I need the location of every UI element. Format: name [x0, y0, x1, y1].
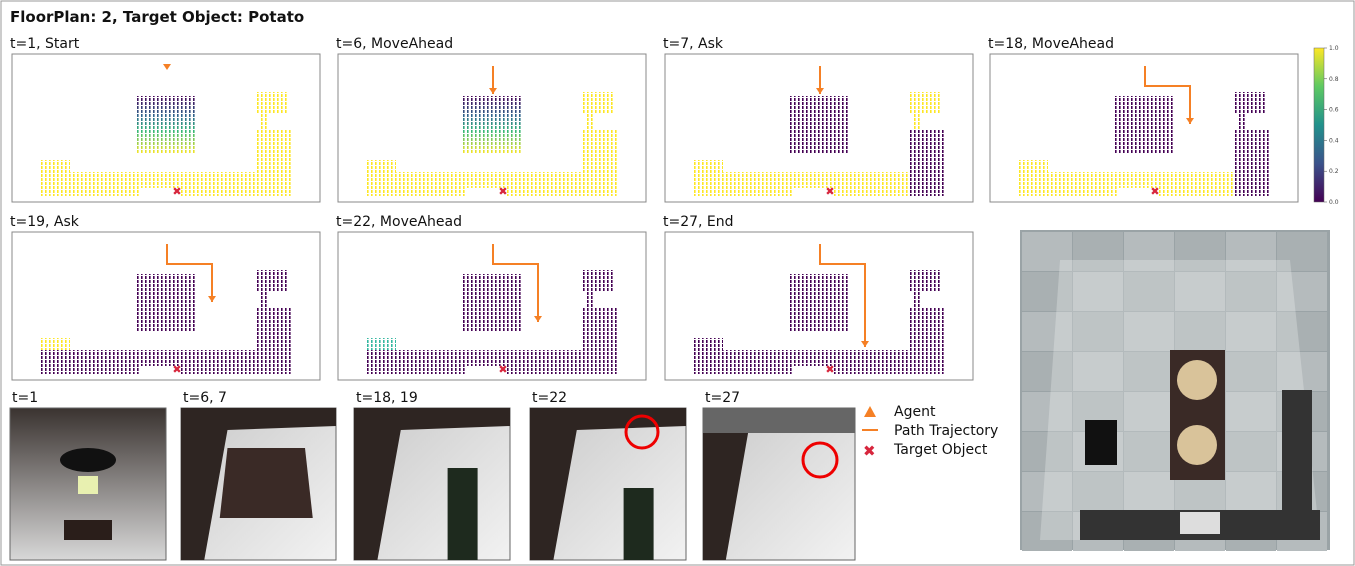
target-mark: ✖ [172, 185, 181, 198]
legend-target: ✖ [863, 442, 876, 460]
legend-label: Target Object [893, 442, 988, 458]
figure-title: FloorPlan: 2, Target Object: Potato [10, 8, 304, 26]
map-label: t=18, MoveAhead [988, 36, 1114, 52]
map-panel: ✖ [12, 54, 320, 202]
figure: FloorPlan: 2, Target Object: Potato t=1,… [0, 0, 1355, 566]
map-label: t=22, MoveAhead [336, 214, 462, 230]
island [64, 520, 112, 540]
region [583, 270, 615, 292]
region [1235, 130, 1269, 196]
region [1239, 114, 1247, 130]
window [78, 476, 98, 494]
map-label: t=19, Ask [10, 214, 80, 230]
region [1115, 96, 1175, 154]
map-panel: ✖ [12, 232, 320, 380]
legend-agent [864, 406, 876, 417]
region [693, 160, 723, 172]
topdown-image [1020, 230, 1330, 551]
legend-label: Agent [894, 404, 936, 420]
region [583, 130, 617, 196]
target-mark: ✖ [825, 363, 834, 376]
target-mark: ✖ [498, 185, 507, 198]
photo [10, 408, 166, 560]
region [40, 338, 70, 350]
region [790, 274, 850, 332]
region [910, 270, 942, 292]
lamp [60, 448, 116, 472]
region [261, 292, 269, 308]
map-label: t=6, MoveAhead [336, 36, 453, 52]
region [257, 308, 291, 374]
legend-label: Path Trajectory [894, 423, 998, 439]
map-panel: ✖ [338, 232, 646, 380]
shelf [703, 408, 855, 433]
colorbar-tick-label: 0.8 [1329, 76, 1339, 83]
target-mark: ✖ [1150, 185, 1159, 198]
sink [1180, 512, 1220, 534]
counter [1085, 420, 1117, 465]
region [257, 270, 289, 292]
colorbar [1314, 48, 1324, 202]
photo [530, 408, 686, 560]
region [583, 308, 617, 374]
photo [181, 408, 336, 560]
target-mark: ✖ [498, 363, 507, 376]
photo-label: t=6, 7 [183, 390, 227, 406]
cabinet [624, 488, 654, 560]
photo-label: t=1 [12, 390, 38, 406]
target-mark: ✖ [825, 185, 834, 198]
region [366, 160, 396, 172]
region [257, 130, 291, 196]
island [220, 448, 313, 518]
cabinet [448, 468, 478, 560]
map-label: t=27, End [663, 214, 734, 230]
region [587, 114, 595, 130]
region [366, 338, 396, 350]
counter [1282, 390, 1312, 540]
colorbar-tick-label: 0.0 [1329, 199, 1339, 206]
region [587, 292, 595, 308]
colorbar-tick-label: 0.2 [1329, 168, 1339, 175]
region [910, 308, 944, 374]
map-panel: ✖ [990, 54, 1298, 202]
photo-label: t=27 [705, 390, 740, 406]
photo-label: t=22 [532, 390, 567, 406]
table [1177, 425, 1217, 465]
region [910, 92, 942, 114]
colorbar-tick-label: 0.6 [1329, 107, 1339, 114]
region [914, 292, 922, 308]
region [137, 96, 197, 154]
map-label: t=1, Start [10, 36, 80, 52]
region [1235, 92, 1267, 114]
region [463, 274, 523, 332]
region [790, 96, 850, 154]
colorbar-tick-label: 1.0 [1329, 45, 1339, 52]
region [910, 130, 944, 196]
map-panel: ✖ [665, 232, 973, 380]
photo [703, 408, 855, 560]
region [583, 92, 615, 114]
region [261, 114, 269, 130]
map-panel: ✖ [665, 54, 973, 202]
table [1177, 360, 1217, 400]
photo-label: t=18, 19 [356, 390, 418, 406]
region [1018, 160, 1048, 172]
colorbar-tick-label: 0.4 [1329, 137, 1339, 144]
region [463, 96, 523, 154]
region [137, 274, 197, 332]
target-mark: ✖ [172, 363, 181, 376]
region [257, 92, 289, 114]
photo [354, 408, 510, 560]
region [40, 160, 70, 172]
map-panel: ✖ [338, 54, 646, 202]
region [693, 338, 723, 350]
map-label: t=7, Ask [663, 36, 724, 52]
region [914, 114, 922, 130]
